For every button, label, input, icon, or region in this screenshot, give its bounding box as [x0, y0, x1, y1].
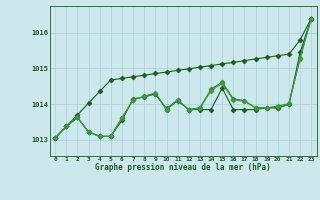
X-axis label: Graphe pression niveau de la mer (hPa): Graphe pression niveau de la mer (hPa) [95, 163, 271, 172]
